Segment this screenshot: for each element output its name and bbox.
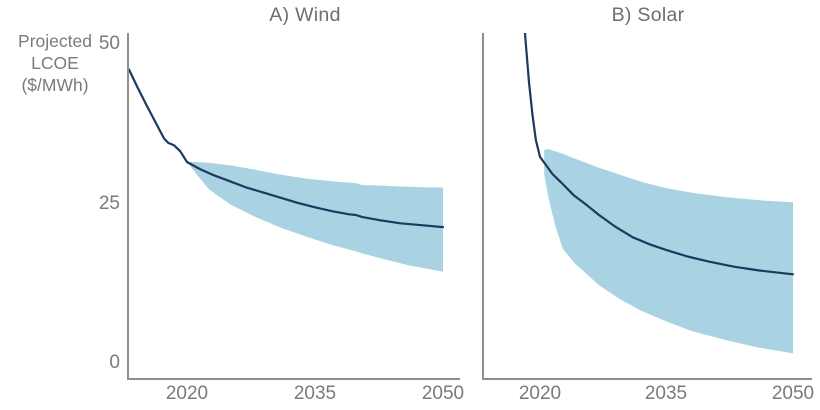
panel-b-x-tick-2020: 2020 xyxy=(518,383,562,404)
panel-b-x-tick-2035: 2035 xyxy=(644,383,688,404)
panel-b-title: B) Solar xyxy=(611,4,685,26)
panel-a-x-tick-2050: 2050 xyxy=(421,383,465,404)
y-tick-25: 25 xyxy=(98,193,120,214)
y-tick-0: 0 xyxy=(109,352,120,373)
panel-a-median-line xyxy=(128,68,445,229)
panel-b-median-line xyxy=(523,33,795,276)
panel-a-x-tick-2020: 2020 xyxy=(165,383,209,404)
y-axis-label: Projected LCOE ($/MWh) xyxy=(18,31,92,95)
panel-b-x-tick-2050: 2050 xyxy=(771,383,815,404)
y-tick-50: 50 xyxy=(98,33,120,54)
panel-a-x-tick-2035: 2035 xyxy=(293,383,337,404)
panel-a-title: A) Wind xyxy=(269,4,341,26)
